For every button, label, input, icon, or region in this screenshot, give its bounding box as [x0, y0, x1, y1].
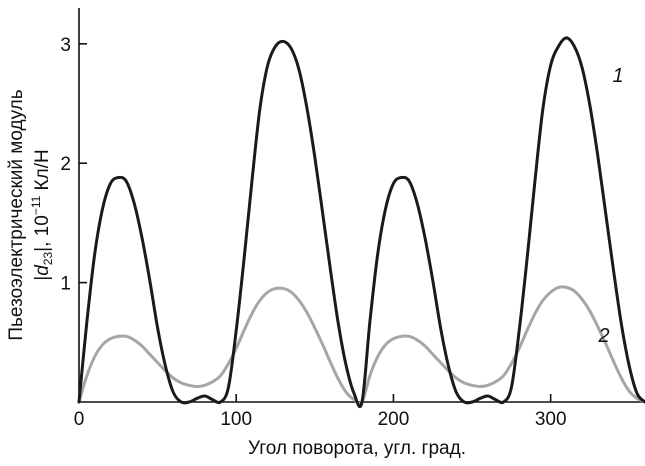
series-2-label: 2 — [597, 325, 609, 347]
series-group — [77, 36, 645, 409]
x-axis-title: Угол поворота, угл. град. — [248, 438, 466, 459]
ylabel-unit: Кл/Н — [32, 149, 53, 195]
series-2-line — [77, 285, 645, 406]
ylabel-symbol: d — [32, 264, 53, 276]
y-axis-title: Пьезоэлектрический модуль — [6, 89, 27, 340]
ticks: 0 100 200 300 1 2 3 — [60, 35, 566, 430]
series-1-line — [77, 36, 645, 409]
plot-frame — [78, 8, 645, 403]
y-tick-label: 3 — [60, 35, 71, 56]
x-tick-label: 100 — [220, 409, 252, 430]
x-tick-label: 0 — [74, 409, 85, 430]
x-tick-label: 200 — [378, 409, 410, 430]
axes — [78, 8, 645, 403]
y-tick-label: 1 — [60, 274, 71, 295]
series-labels: 12 — [597, 65, 623, 347]
ylabel-suffix: |, 10 — [32, 215, 53, 252]
x-tick-label: 300 — [535, 409, 567, 430]
y-axis-title-line2: |d23|, 10−11 Кл/Н — [29, 149, 55, 280]
ylabel-prefix: | — [32, 276, 53, 281]
series-1-label: 1 — [612, 65, 623, 87]
ylabel-subscript: 23 — [41, 252, 55, 266]
ylabel-exponent: −11 — [29, 195, 43, 215]
y-axis-title-line2-text: |d23|, 10−11 Кл/Н — [29, 149, 55, 280]
y-tick-label: 2 — [60, 154, 71, 175]
y-axis-title-line1: Пьезоэлектрический модуль — [6, 89, 27, 340]
